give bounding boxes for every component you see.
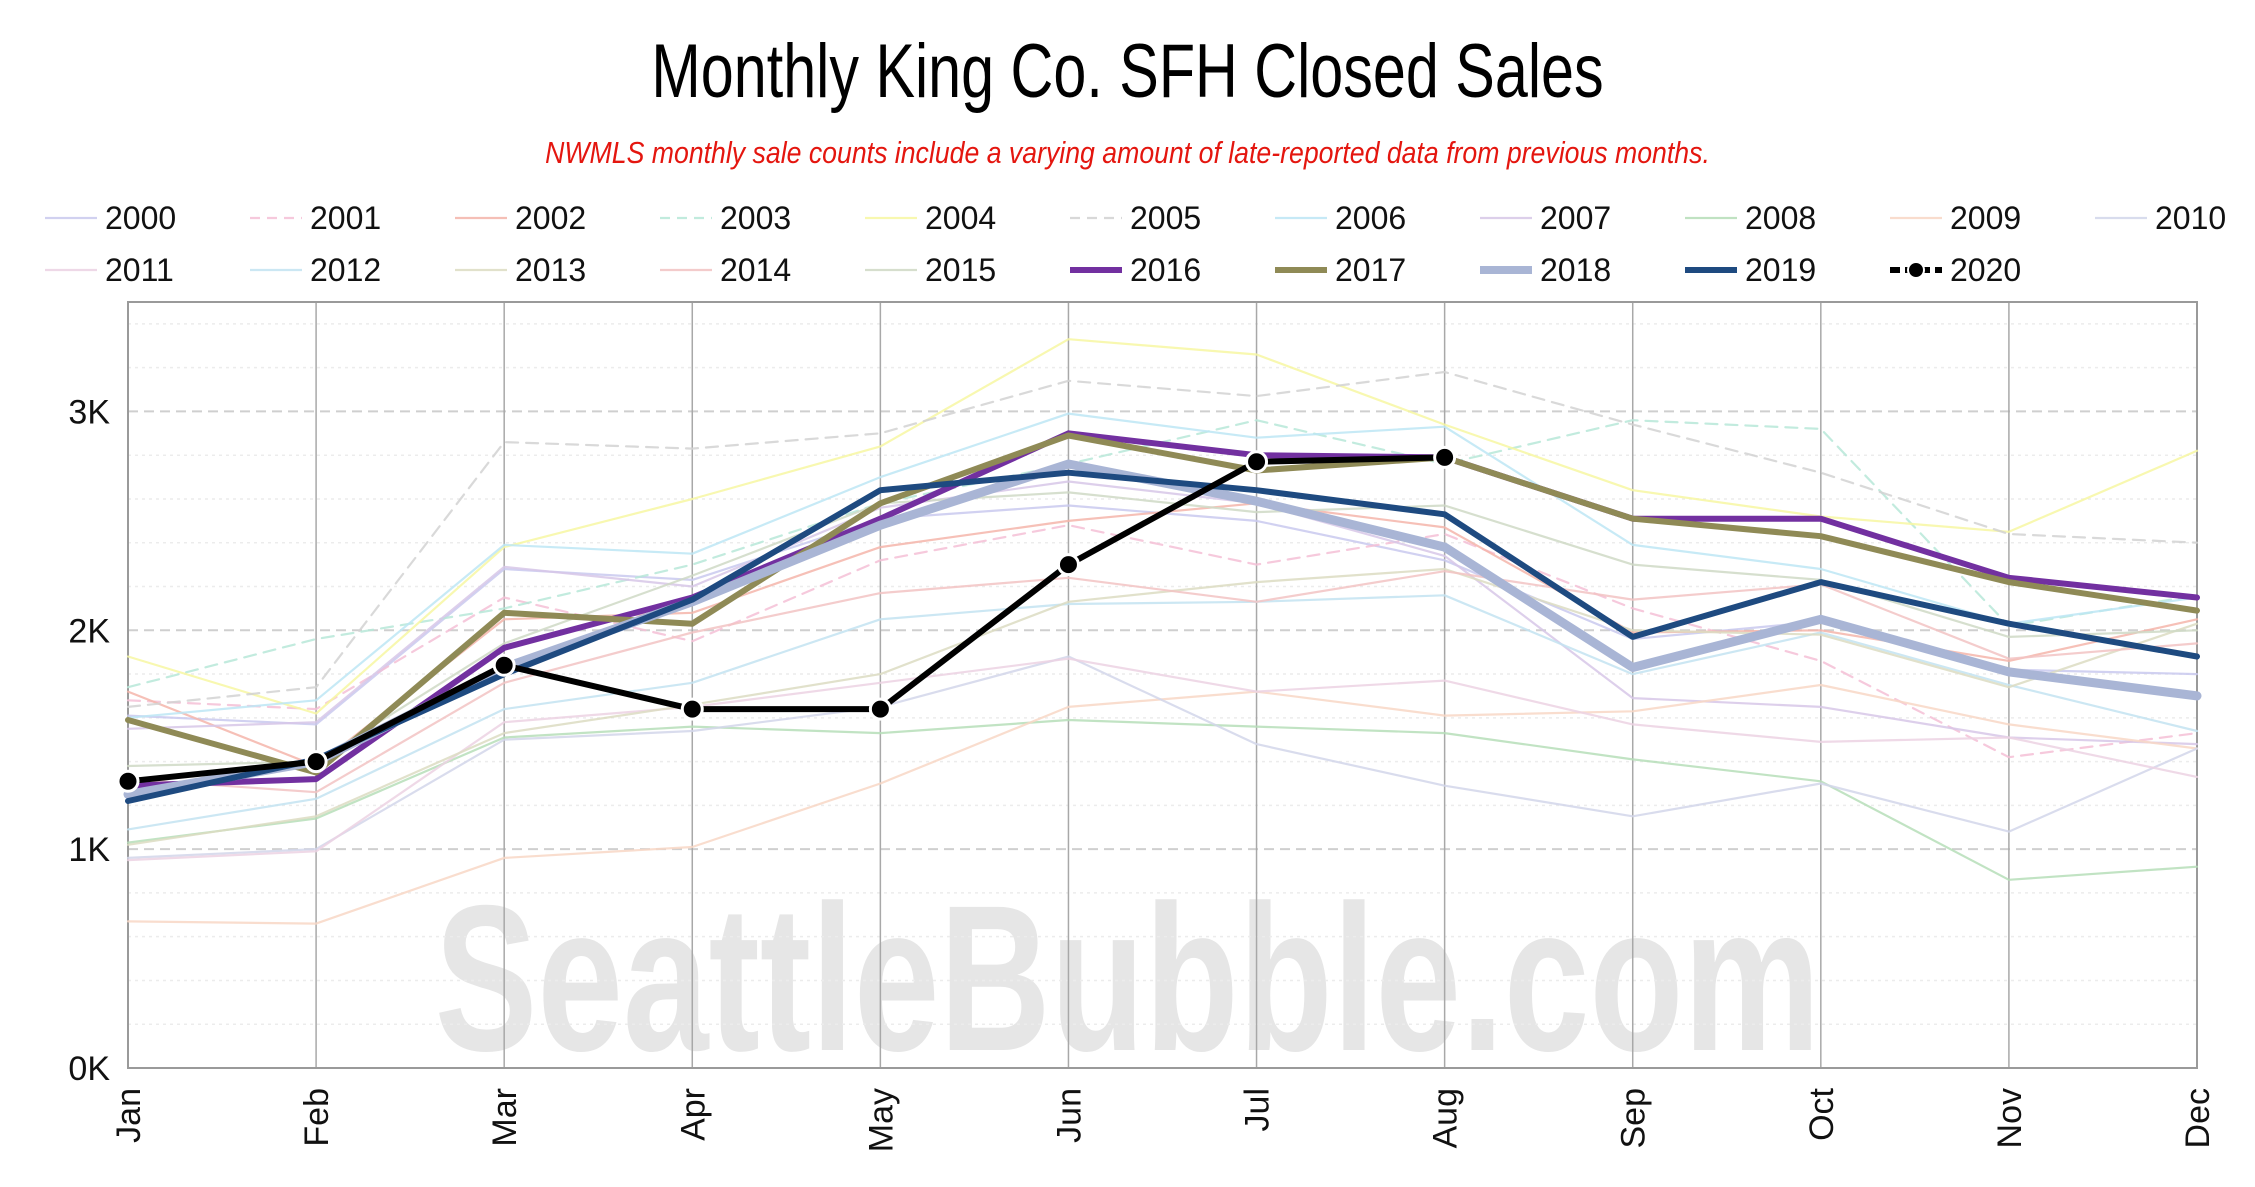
x-tick-label: Nov <box>1991 1088 2029 1148</box>
chart-title: Monthly King Co. SFH Closed Sales <box>651 29 1604 114</box>
chart-subtitle: NWMLS monthly sale counts include a vary… <box>545 135 1710 170</box>
y-tick-label: 1K <box>68 831 110 869</box>
legend-label-2010: 2010 <box>2155 200 2226 236</box>
series-line-2008 <box>126 718 2199 881</box>
x-tick-label: Oct <box>1803 1087 1841 1140</box>
legend-label-2005: 2005 <box>1130 200 1201 236</box>
legend-label-2013: 2013 <box>515 252 586 288</box>
series-line-2019 <box>125 469 2200 804</box>
series-line-2007 <box>126 480 2199 746</box>
data-point-2020-Jan <box>116 769 140 793</box>
x-tick-label: May <box>862 1088 900 1152</box>
y-tick-label: 3K <box>68 393 110 431</box>
legend-label-2014: 2014 <box>720 252 791 288</box>
series-line-2001 <box>126 524 2199 759</box>
data-point-2020-Aug <box>1433 445 1457 469</box>
data-point-2020-Mar <box>492 653 516 677</box>
series-line-2014 <box>126 570 2199 794</box>
series-line-2005 <box>126 370 2199 708</box>
series-line-2004 <box>126 338 2199 715</box>
axes: 0K 1K 2K 3K Jan Feb Mar Apr May Jun Jul Aug Sep Oct No… <box>68 393 2217 1152</box>
series-line-2013 <box>126 567 2199 846</box>
legend-label-2008: 2008 <box>1745 200 1816 236</box>
legend-label-2020: 2020 <box>1950 252 2021 288</box>
grid <box>127 301 2198 1069</box>
x-tick-label: Jun <box>1050 1088 1088 1143</box>
data-point-2020-Apr <box>680 697 704 721</box>
legend-label-2003: 2003 <box>720 200 791 236</box>
legend-label-2016: 2016 <box>1130 252 1201 288</box>
x-tick-label: Apr <box>674 1088 712 1141</box>
y-tick-label: 0K <box>68 1050 110 1088</box>
series-line-2010 <box>126 655 2199 859</box>
series-line-2011 <box>126 657 2199 862</box>
legend-label-2007: 2007 <box>1540 200 1611 236</box>
legend-label-2001: 2001 <box>310 200 381 236</box>
x-tick-label: Jul <box>1239 1088 1277 1131</box>
y-tick-label: 2K <box>68 612 110 650</box>
legend-label-2011: 2011 <box>105 252 174 288</box>
legend-label-2009: 2009 <box>1950 200 2021 236</box>
legend-label-2004: 2004 <box>925 200 996 236</box>
legend-label-2015: 2015 <box>925 252 996 288</box>
legend-label-2000: 2000 <box>105 200 176 236</box>
legend-label-2019: 2019 <box>1745 252 1816 288</box>
series-line-2016 <box>125 430 2200 789</box>
series-line-2012 <box>126 594 2199 831</box>
data-point-2020-Jul <box>1245 450 1269 474</box>
x-tick-label: Dec <box>2179 1088 2217 1148</box>
x-tick-label: Aug <box>1427 1088 1465 1149</box>
legend-label-2018: 2018 <box>1540 252 1611 288</box>
series-line-2006 <box>126 412 2199 719</box>
legend-label-2017: 2017 <box>1335 252 1406 288</box>
legend: 2000 2001 2002 2003 2004 2005 2006 2007 2008 2009… <box>45 200 2226 288</box>
data-point-2020-May <box>868 697 892 721</box>
legend-label-2012: 2012 <box>310 252 381 288</box>
legend-marker-2020 <box>1907 261 1925 279</box>
legend-label-2002: 2002 <box>515 200 586 236</box>
plot-border <box>127 301 2198 1069</box>
watermark: SeattleBubble.com <box>434 863 1821 1095</box>
data-point-2020-Feb <box>304 750 328 774</box>
series-line-2017 <box>125 432 2200 776</box>
series-line-2020 <box>125 454 1448 785</box>
series-line-2015 <box>126 491 2199 768</box>
x-tick-label: Jan <box>110 1088 148 1143</box>
data-point-2020-Jun <box>1056 553 1080 577</box>
legend-label-2006: 2006 <box>1335 200 1406 236</box>
x-tick-label: Mar <box>486 1088 524 1147</box>
series-group <box>116 338 2202 925</box>
x-tick-label: Feb <box>298 1088 336 1147</box>
x-tick-label: Sep <box>1615 1088 1653 1149</box>
